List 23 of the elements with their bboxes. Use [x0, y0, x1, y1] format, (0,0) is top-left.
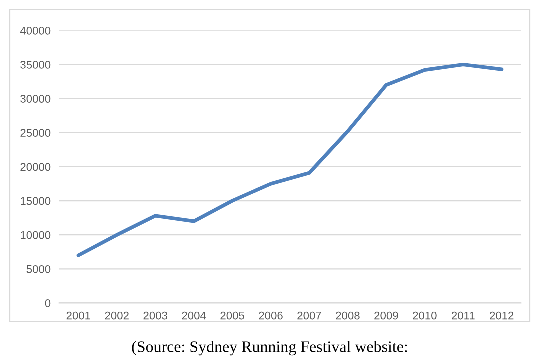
x-tick-label: 2008	[336, 312, 360, 320]
x-tick-label: 2005	[220, 312, 244, 320]
x-tick-label: 2004	[182, 312, 206, 320]
x-tick-label: 2009	[374, 312, 398, 320]
x-tick-label: 2002	[105, 312, 129, 320]
y-tick-label: 40000	[20, 26, 51, 35]
x-tick-label: 2010	[413, 312, 437, 320]
y-tick-label: 15000	[21, 197, 51, 206]
text: (Source: Sydney Running Festival website:	[132, 341, 408, 356]
x-tick-label: 2006	[259, 312, 283, 320]
x-tick-label: 2001	[66, 312, 90, 320]
y-tick-label: 25000	[20, 129, 51, 138]
x-tick-label: 2003	[144, 312, 168, 320]
x-tick-label: 2012	[490, 312, 514, 320]
x-tick-label: 2011	[452, 312, 475, 320]
y-tick-label: 30000	[20, 95, 51, 103]
y-tick-label: 0	[45, 300, 51, 308]
line-series	[76, 62, 504, 258]
y-tick-label: 5000	[26, 265, 51, 274]
y-tick-label: 10000	[21, 231, 51, 240]
y-tick-label: 20000	[20, 163, 51, 172]
y-tick-label: 35000	[20, 61, 51, 69]
x-tick-label: 2007	[298, 312, 322, 320]
